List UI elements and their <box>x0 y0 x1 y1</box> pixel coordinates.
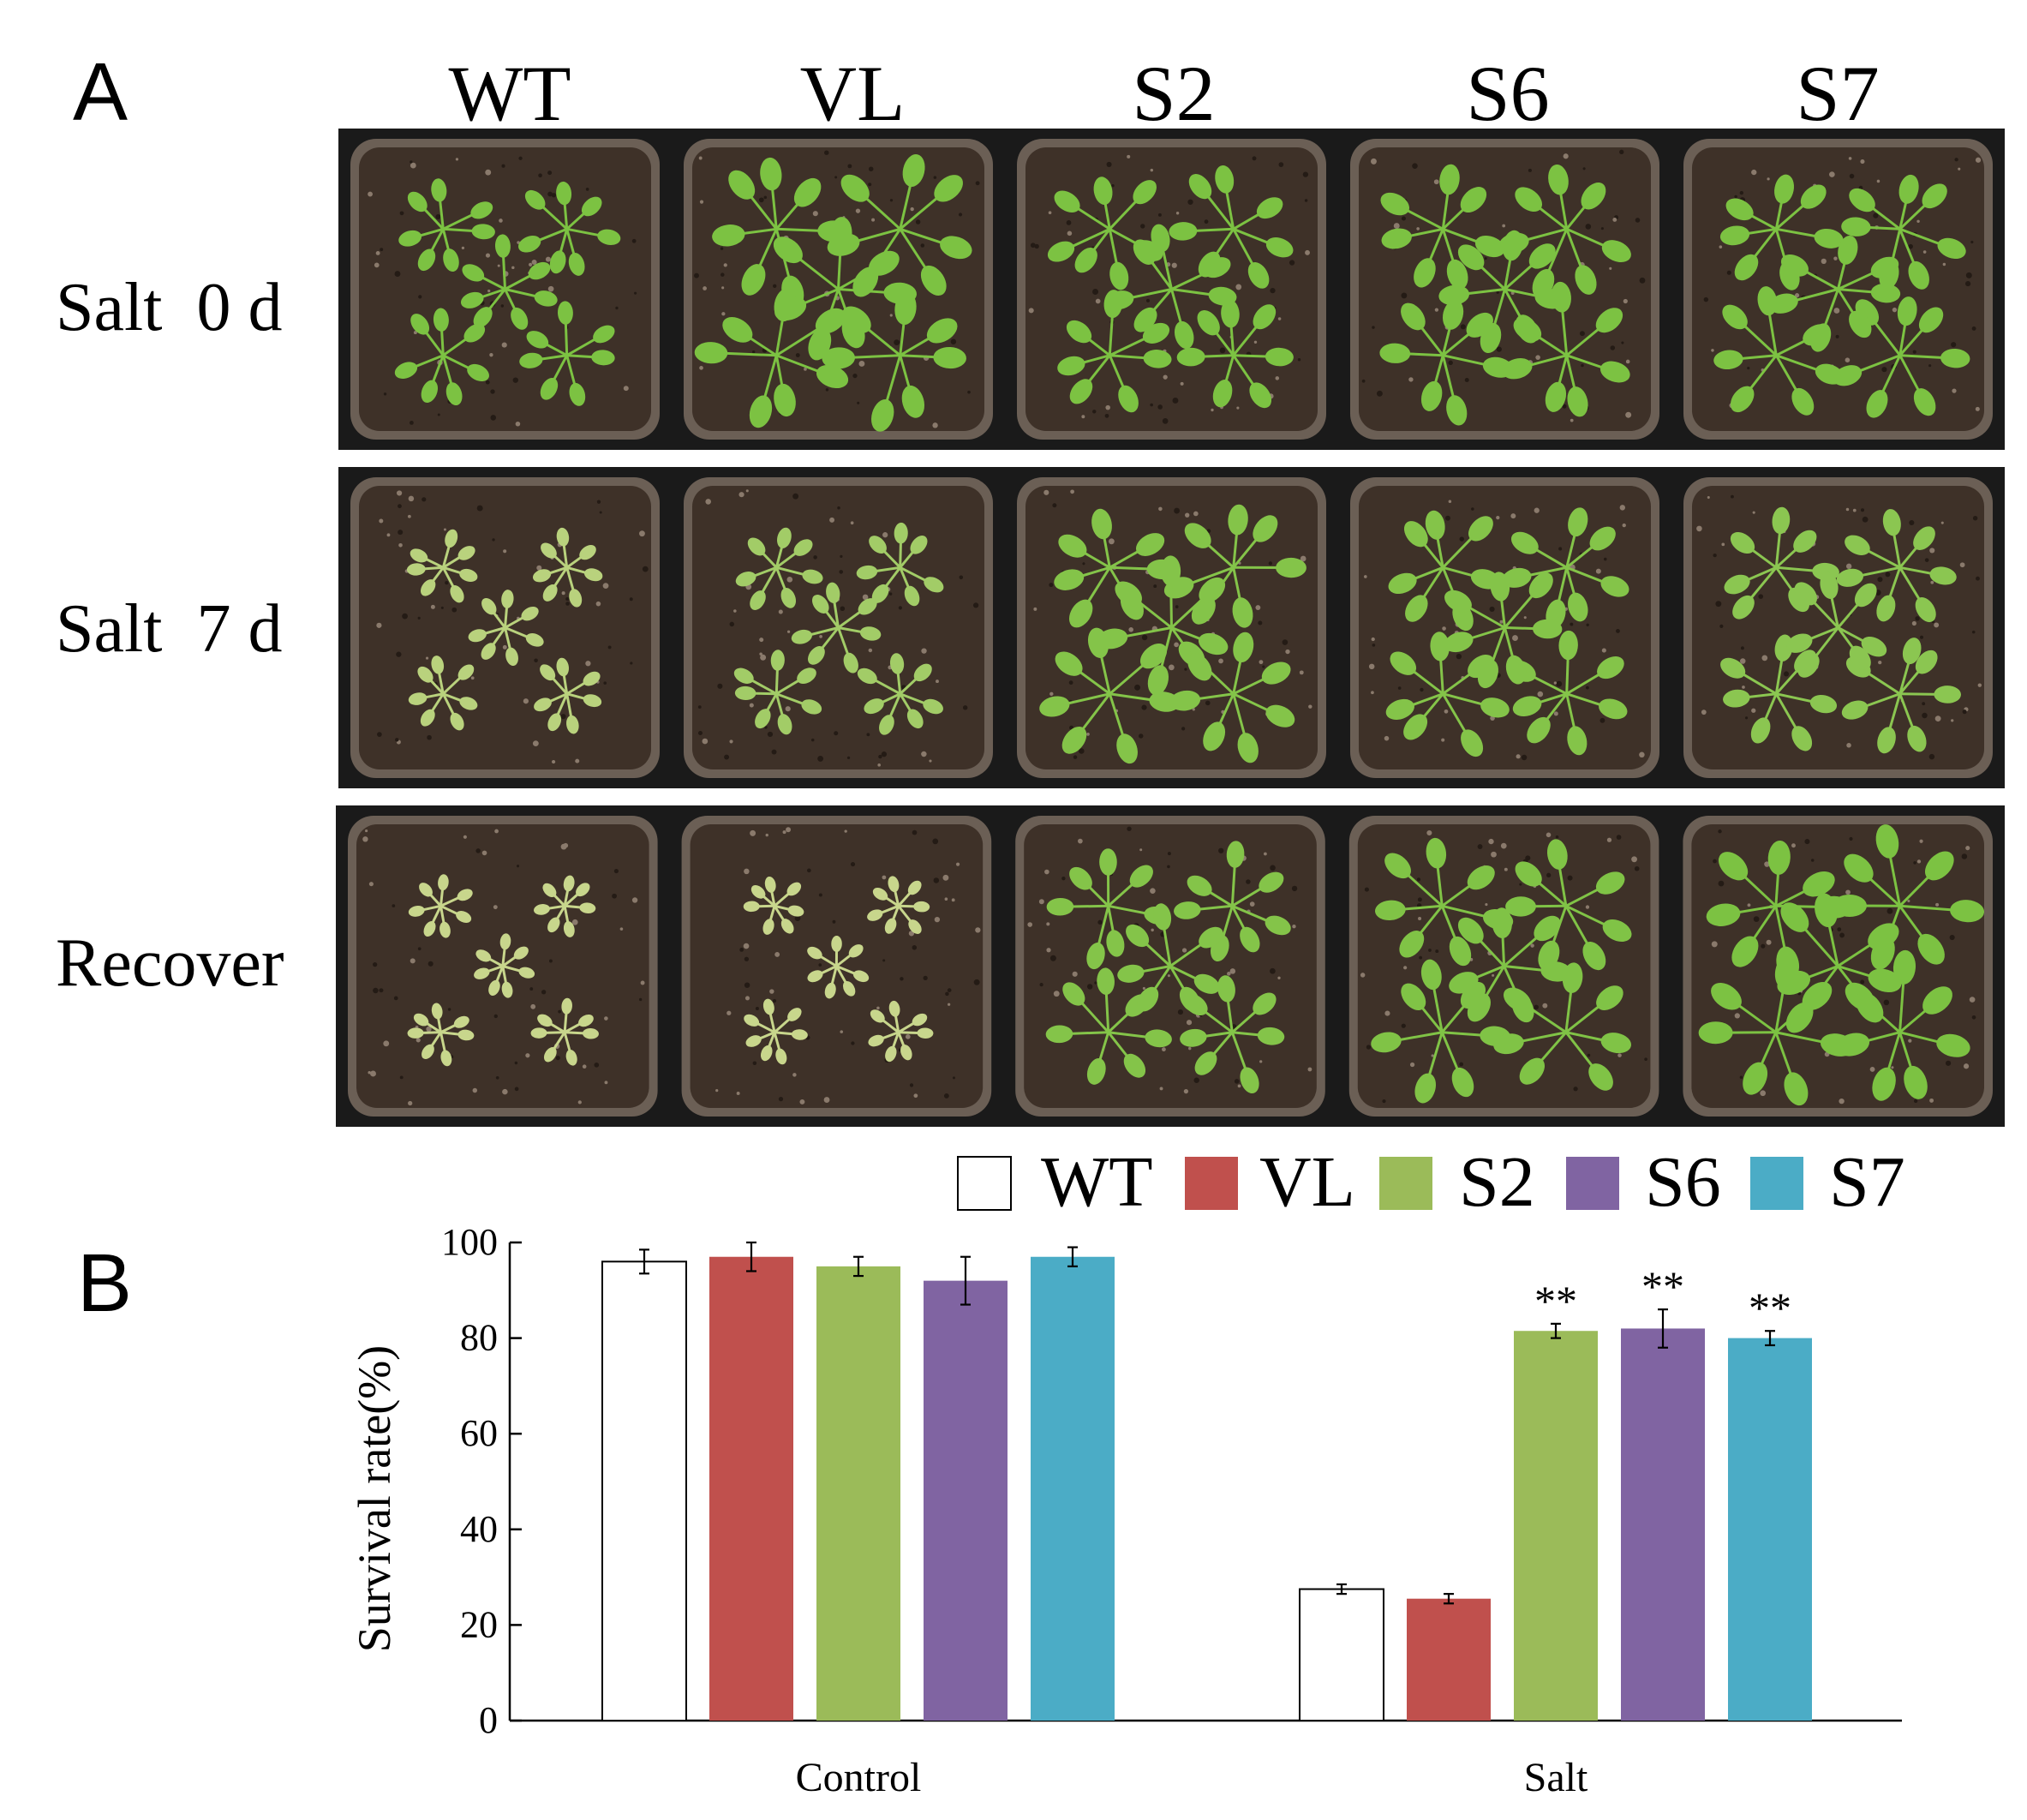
column-label-s7: S7 <box>1796 50 1879 137</box>
x-axis: Control Salt <box>510 1719 1902 1800</box>
pot-s6 <box>1348 816 1659 1117</box>
bar-wt-salt <box>1299 1588 1384 1722</box>
bar-wt-control <box>601 1260 687 1721</box>
chart-legend: WT VL S2 S6 S7 <box>957 1142 1905 1222</box>
legend-swatch-wt <box>957 1156 1012 1211</box>
pot-s7 <box>1683 816 1993 1117</box>
x-category-label-salt: Salt <box>1524 1755 1588 1800</box>
bar-s7-control <box>1031 1256 1115 1721</box>
legend-swatch-s2 <box>1379 1157 1432 1210</box>
pot-s7 <box>1683 477 1993 778</box>
column-labels: WT VL S2 S6 S7 <box>448 50 1879 137</box>
column-label-s6: S6 <box>1466 50 1549 137</box>
pot-s2 <box>1017 477 1326 778</box>
legend-swatch-s6 <box>1566 1157 1619 1210</box>
bar-vl-control <box>709 1256 793 1721</box>
column-label-vl: VL <box>800 50 906 137</box>
pot-vl <box>684 477 993 778</box>
bar-vl-salt <box>1407 1598 1491 1721</box>
pot-vl <box>681 816 992 1117</box>
pot-s2 <box>1017 139 1326 440</box>
pot-s7 <box>1683 139 1993 440</box>
panel-a-label: A <box>73 46 128 138</box>
pot-wt <box>350 139 660 440</box>
bar-s2-salt <box>1514 1331 1598 1721</box>
photo-row-3 <box>336 805 2005 1127</box>
y-tick-label: 40 <box>460 1508 498 1550</box>
photo-row-2 <box>338 467 2005 788</box>
legend-label-s7: S7 <box>1829 1142 1905 1222</box>
row-label-3: Recover <box>56 925 284 1001</box>
y-tick-label: 80 <box>460 1317 498 1359</box>
row-labels: Salt 0 d Salt 7 d Recover <box>56 270 284 1001</box>
legend-label-wt: WT <box>1041 1142 1153 1222</box>
y-axis-label: Survival rate(%) <box>349 1345 400 1652</box>
bar-s6-salt <box>1621 1328 1705 1721</box>
pot-s6 <box>1350 477 1659 778</box>
legend-label-s2: S2 <box>1459 1142 1535 1222</box>
bar-s6-control <box>924 1280 1008 1721</box>
legend-label-vl: VL <box>1259 1142 1355 1222</box>
legend-label-s6: S6 <box>1645 1142 1721 1222</box>
column-label-s2: S2 <box>1132 50 1215 137</box>
y-tick-label: 0 <box>479 1699 498 1741</box>
pot-s2 <box>1015 816 1325 1117</box>
significance-marker: ** <box>1749 1284 1791 1332</box>
bar-s2-control <box>816 1266 900 1721</box>
survival-bar-chart: 0 20 40 60 80 100 Control Salt ** ** ** Survival… <box>349 1221 1902 1800</box>
column-label-wt: WT <box>448 50 571 137</box>
y-tick-label: 60 <box>460 1412 498 1454</box>
pot-wt <box>348 816 658 1117</box>
legend-swatch-s7 <box>1750 1157 1803 1210</box>
row-label-1: Salt 0 d <box>56 270 282 345</box>
photo-row-1 <box>338 129 2005 450</box>
plant-photos <box>336 129 2005 1127</box>
significance-marker: ** <box>1534 1277 1577 1325</box>
panel-b-label: B <box>77 1237 132 1329</box>
bars: ** ** ** <box>601 1241 1812 1722</box>
pot-s6 <box>1350 139 1659 440</box>
pot-wt <box>350 477 660 778</box>
pot-vl <box>684 139 993 440</box>
significance-marker: ** <box>1641 1262 1684 1310</box>
bar-s7-salt <box>1728 1338 1812 1721</box>
x-category-label-control: Control <box>796 1755 922 1800</box>
legend-swatch-vl <box>1185 1157 1238 1210</box>
y-tick-label: 20 <box>460 1603 498 1645</box>
row-label-2: Salt 7 d <box>56 591 282 667</box>
y-tick-label: 100 <box>441 1221 498 1263</box>
y-axis: 0 20 40 60 80 100 <box>441 1221 522 1741</box>
